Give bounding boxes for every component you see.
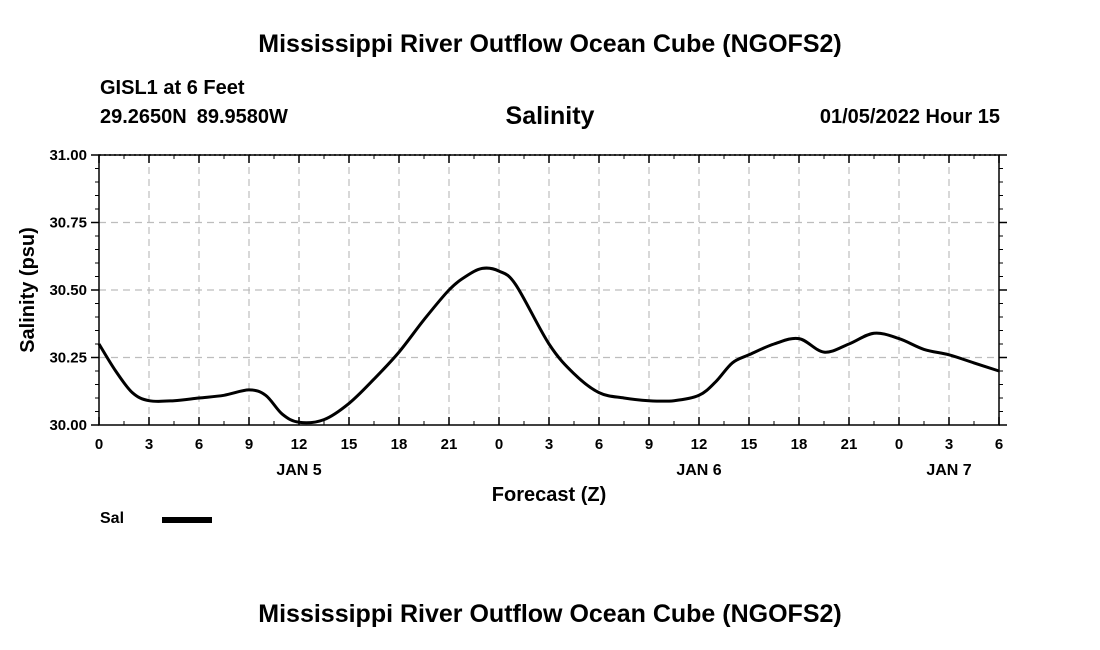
- x-tick-label: 6: [995, 436, 1003, 453]
- plot-frame: [98, 154, 1000, 426]
- series-line-sal: [97, 266, 1000, 425]
- date-label: JAN 6: [676, 462, 721, 479]
- y-tick-label: 30.50: [49, 282, 87, 299]
- tick-labels: 0 3 6 9 12 15 18 21 0 3 6 9 12 15 18 21 0 3 6 JAN 5 JAN 6 JAN…: [49, 147, 1003, 479]
- x-tick-label: 3: [145, 436, 153, 453]
- station-label: GISL1 at 6 Feet: [100, 77, 245, 99]
- page-title: Mississippi River Outflow Ocean Cube (NG…: [258, 30, 842, 58]
- y-axis-label: Salinity (psu): [17, 227, 39, 353]
- x-tick-label: 21: [441, 436, 458, 453]
- x-tick-label: 6: [595, 436, 603, 453]
- y-tick-label: 31.00: [49, 147, 87, 164]
- footer-title: Mississippi River Outflow Ocean Cube (NG…: [258, 600, 842, 628]
- y-tick-label: 30.00: [49, 417, 87, 434]
- x-tick-label: 15: [741, 436, 758, 453]
- x-axis-label: Forecast (Z): [492, 484, 606, 506]
- x-tick-label: 18: [391, 436, 408, 453]
- x-tick-label: 9: [645, 436, 653, 453]
- x-tick-label: 0: [895, 436, 903, 453]
- y-tick-label: 30.25: [49, 350, 87, 367]
- station-coordinates: 29.2650N 89.9580W: [100, 106, 288, 129]
- x-tick-label: 12: [691, 436, 708, 453]
- x-tick-label: 0: [495, 436, 503, 453]
- longitude: 89.9580W: [196, 106, 288, 128]
- x-tick-label: 9: [245, 436, 253, 453]
- forecast-datetime: 01/05/2022 Hour 15: [819, 106, 1000, 128]
- grid-lines: [99, 154, 999, 425]
- x-tick-label: 0: [95, 436, 103, 453]
- latitude: 29.2650N: [100, 106, 187, 128]
- x-tick-label: 3: [945, 436, 953, 453]
- legend-swatch: [162, 517, 212, 523]
- x-tick-label: 18: [791, 436, 808, 453]
- x-tick-label: 6: [195, 436, 203, 453]
- x-tick-label: 3: [545, 436, 553, 453]
- date-label: JAN 7: [926, 462, 971, 479]
- date-label: JAN 5: [276, 462, 321, 479]
- series-layer: [97, 266, 1000, 425]
- x-tick-label: 15: [341, 436, 358, 453]
- x-tick-label: 12: [291, 436, 308, 453]
- x-tick-label: 21: [841, 436, 858, 453]
- y-tick-label: 30.75: [49, 215, 87, 232]
- chart-title: Salinity: [505, 102, 595, 130]
- legend-label: Sal: [100, 510, 125, 527]
